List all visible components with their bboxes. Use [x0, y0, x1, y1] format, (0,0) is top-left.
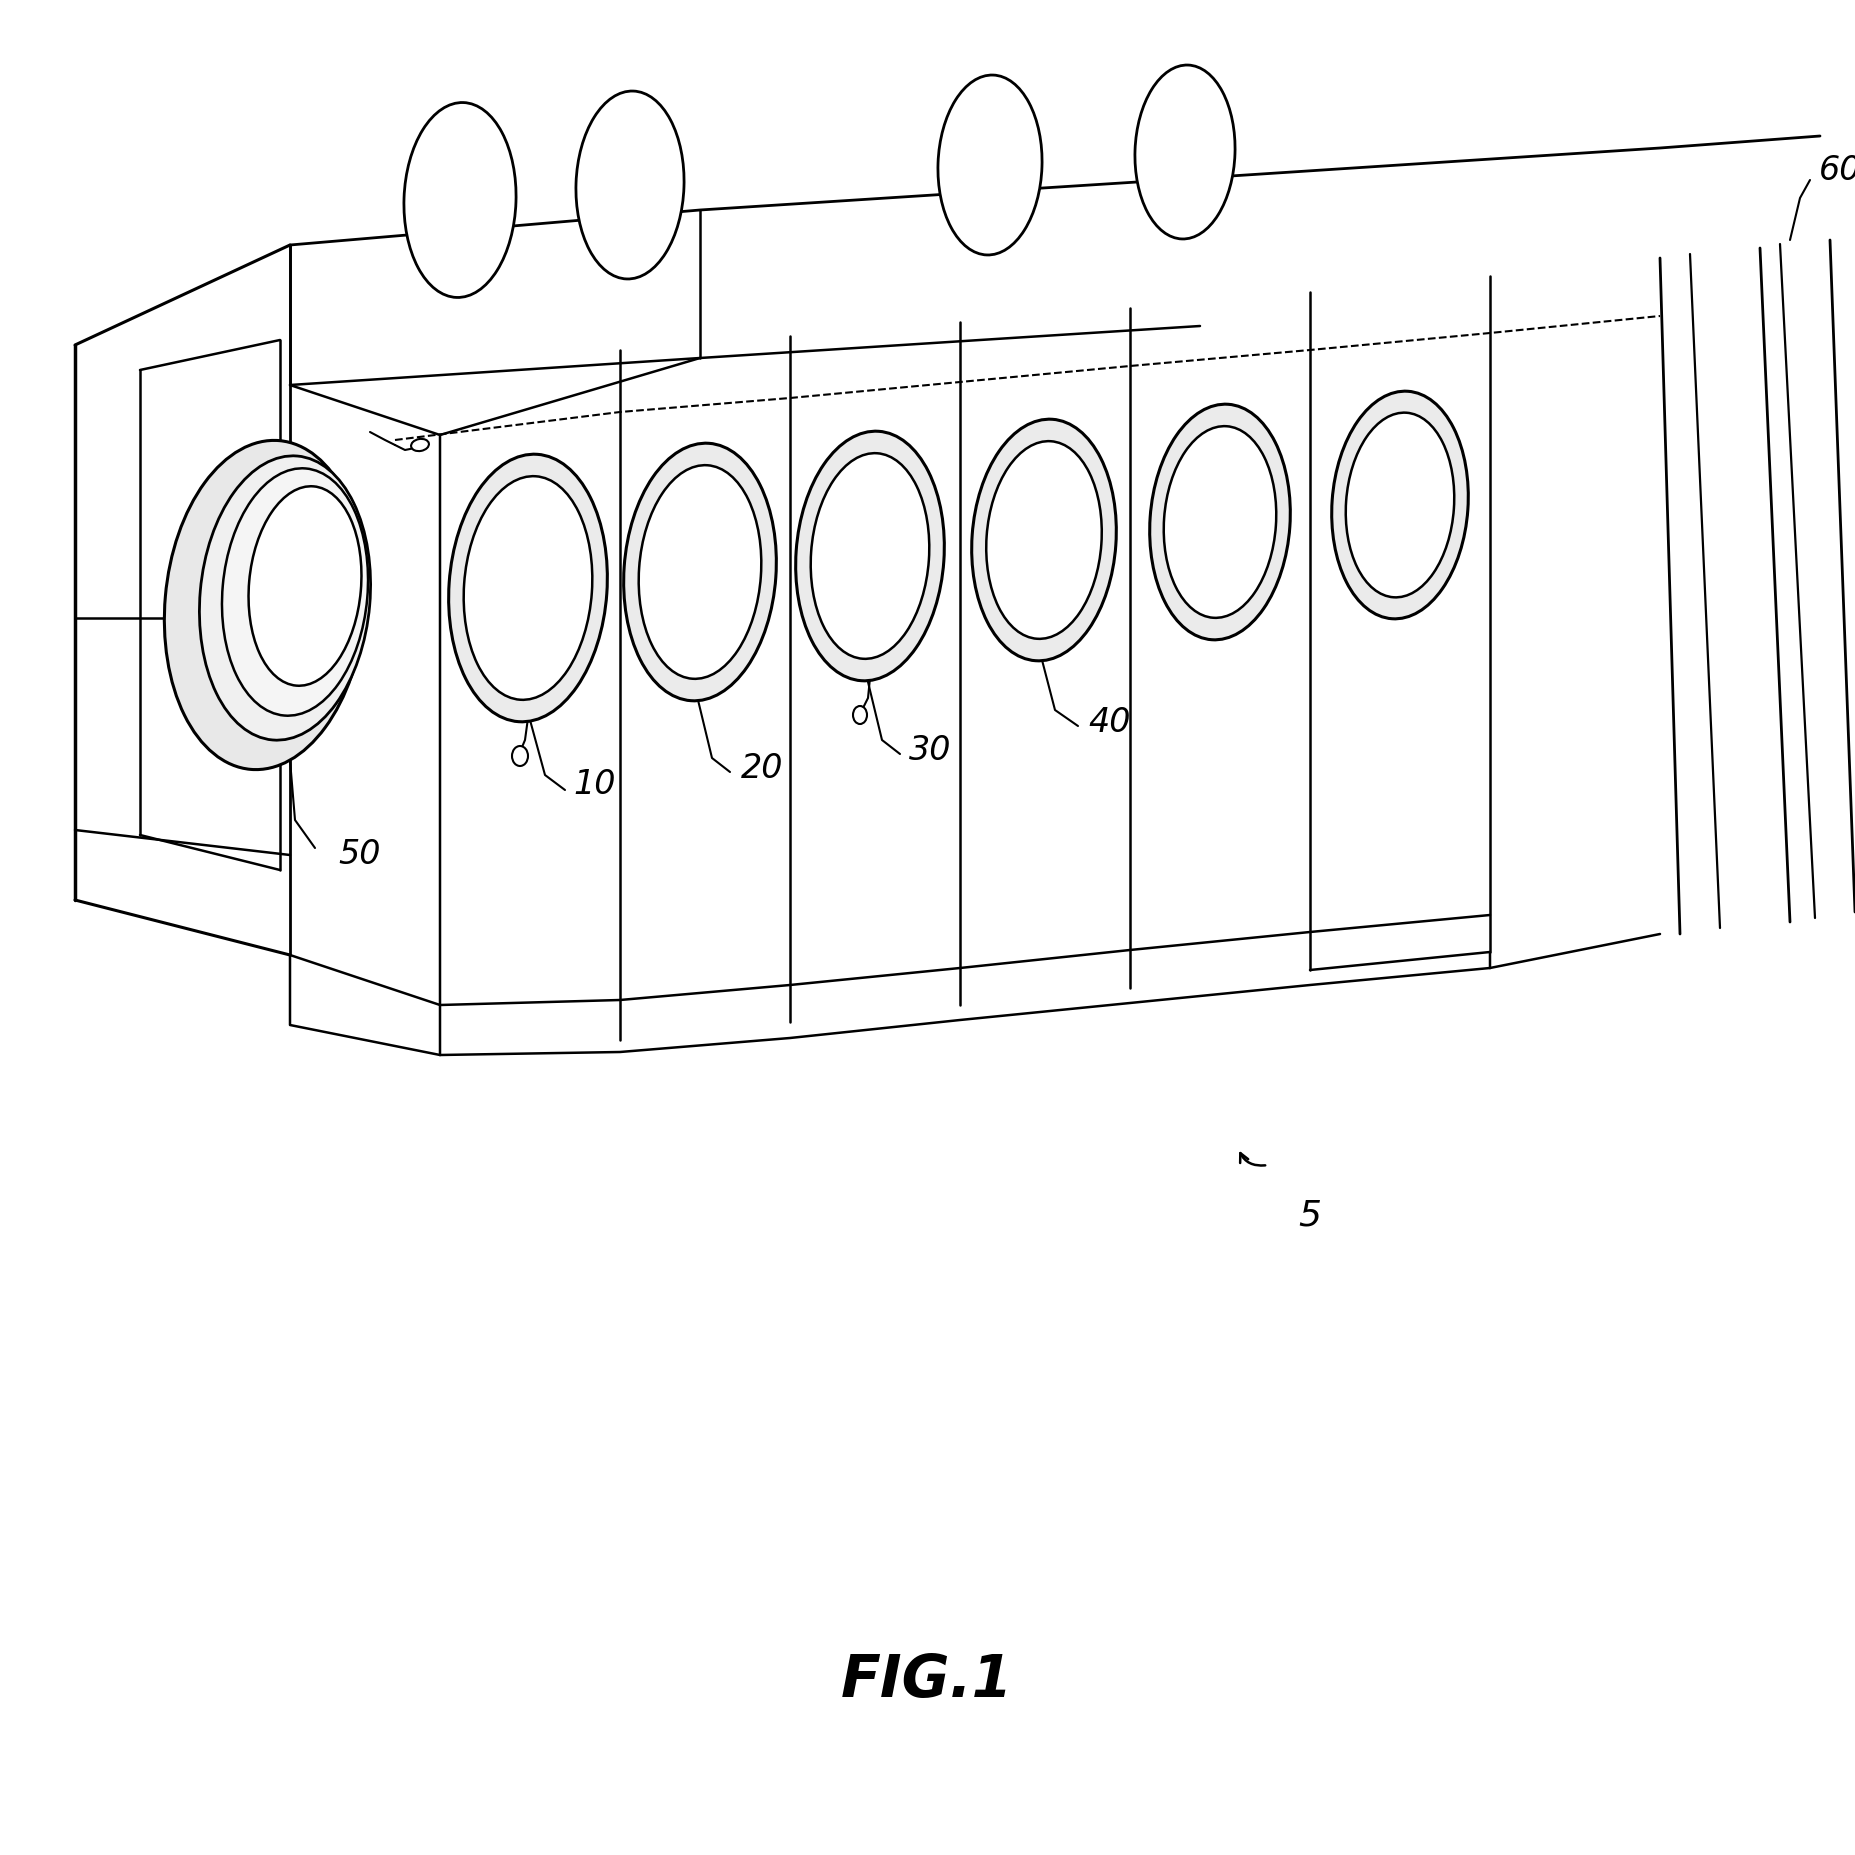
Ellipse shape: [249, 486, 362, 686]
Ellipse shape: [200, 456, 371, 740]
Ellipse shape: [972, 419, 1117, 660]
Ellipse shape: [1332, 391, 1469, 620]
Ellipse shape: [623, 443, 777, 701]
Text: 40: 40: [1089, 705, 1132, 738]
Ellipse shape: [404, 102, 516, 297]
Ellipse shape: [796, 430, 944, 681]
Text: 30: 30: [909, 733, 952, 766]
Ellipse shape: [223, 467, 367, 716]
FancyArrowPatch shape: [1241, 1154, 1265, 1165]
Ellipse shape: [575, 91, 684, 278]
Ellipse shape: [1163, 427, 1276, 618]
Ellipse shape: [1135, 65, 1235, 239]
Text: 5: 5: [1298, 1198, 1321, 1232]
Text: 10: 10: [573, 768, 616, 801]
Ellipse shape: [512, 746, 529, 766]
Ellipse shape: [1150, 404, 1291, 640]
Ellipse shape: [987, 441, 1102, 638]
Ellipse shape: [412, 440, 429, 451]
Ellipse shape: [939, 74, 1043, 254]
Ellipse shape: [638, 466, 761, 679]
Ellipse shape: [1345, 412, 1454, 597]
Text: FIG.1: FIG.1: [840, 1651, 1013, 1708]
Text: 20: 20: [740, 751, 783, 785]
Text: 50: 50: [339, 838, 382, 872]
Ellipse shape: [449, 454, 607, 722]
Ellipse shape: [811, 453, 929, 659]
Ellipse shape: [853, 707, 866, 723]
Text: 60: 60: [1818, 154, 1855, 187]
Ellipse shape: [464, 477, 592, 699]
Ellipse shape: [165, 440, 365, 770]
